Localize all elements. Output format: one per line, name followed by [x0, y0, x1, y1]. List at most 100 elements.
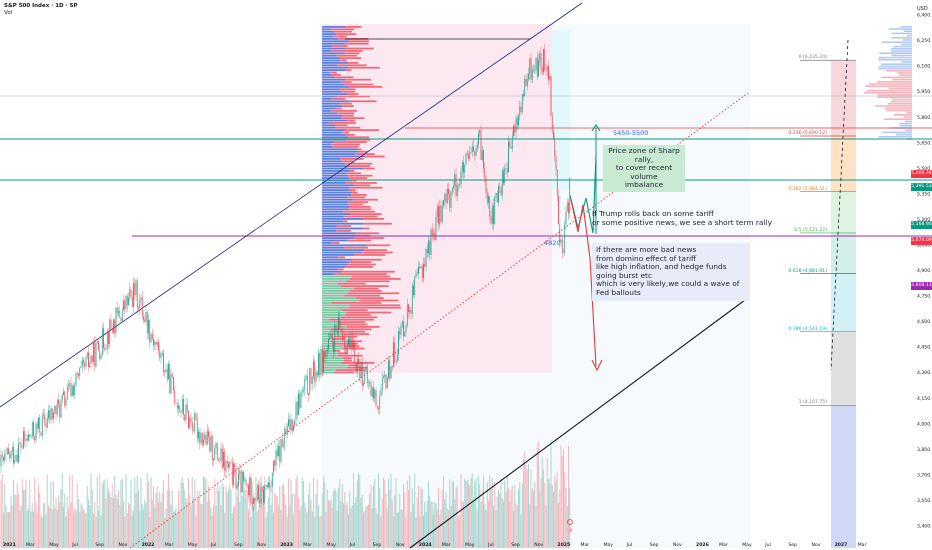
volume-bar: [434, 502, 436, 548]
annotation-rally-zone[interactable]: Price zone of Sharp rally, to cover rece…: [603, 145, 685, 192]
volume-bar: [123, 501, 124, 548]
volume-bar: [458, 517, 459, 548]
candle-body: [418, 266, 419, 274]
volume-bar: [230, 489, 232, 548]
volume-bar: [354, 502, 356, 548]
x-tick-label: Sep: [511, 542, 520, 548]
volume-bar: [338, 488, 339, 548]
volume-bar: [498, 489, 499, 548]
candle-body: [480, 130, 482, 160]
candle-body: [423, 263, 424, 279]
vp-right-bar: [893, 45, 912, 48]
candle-body: [536, 57, 538, 77]
candle-body: [333, 342, 334, 353]
vp-right-bar: [904, 120, 912, 123]
volume-bar: [200, 503, 202, 548]
volume-bar: [140, 477, 142, 548]
vp-bar-down: [348, 136, 370, 139]
candle-body: [165, 369, 167, 373]
volume-bar: [546, 457, 548, 548]
volume-bar: [181, 476, 183, 548]
volume-bar: [263, 485, 264, 548]
volume-bar: [444, 499, 446, 548]
vp-bar-down: [345, 83, 374, 86]
vp-bar-up: [322, 172, 347, 175]
candle-body: [136, 280, 138, 308]
annotation-bad-news[interactable]: If there are more bad news from domino e…: [592, 243, 750, 301]
volume-bar: [199, 491, 201, 548]
candle-body: [288, 419, 289, 427]
volume-bar: [489, 475, 491, 548]
candle-body: [0, 454, 2, 467]
volume-bar: [296, 474, 298, 548]
candle-body: [16, 454, 18, 463]
volume-bar: [456, 485, 458, 548]
vp-bar-down: [342, 90, 355, 93]
candle-body: [520, 106, 522, 113]
candle-body: [33, 421, 34, 436]
vp-right-bar: [890, 48, 912, 50]
volume-bar: [511, 485, 513, 548]
volume-bar: [419, 516, 421, 548]
candle-body: [409, 310, 411, 313]
vp-right-bar: [906, 111, 912, 114]
vp-right-bar: [877, 96, 912, 98]
volume-bar: [139, 510, 141, 548]
candle-body: [329, 337, 331, 340]
volume-bar: [436, 509, 438, 548]
volume-bar: [189, 495, 191, 548]
candle-body: [549, 76, 551, 80]
candle-body: [274, 460, 276, 466]
candle-body: [458, 184, 459, 186]
volume-bar: [159, 491, 161, 548]
volume-bar: [71, 474, 73, 548]
volume-bar: [450, 506, 452, 548]
candle-body: [364, 371, 366, 384]
vp-bar-down: [344, 294, 381, 297]
candle-body: [319, 352, 321, 376]
x-tick-label: Sep: [373, 542, 382, 548]
candle-body: [415, 273, 417, 277]
candle-body: [311, 376, 313, 384]
volume-bar: [88, 499, 89, 548]
vp-bar-up: [322, 57, 341, 59]
channel-upper-line: [0, 2, 583, 408]
volume-bar: [421, 489, 423, 548]
volume-bar: [340, 501, 342, 548]
vp-bar-down: [349, 177, 368, 179]
volume-bar: [333, 490, 334, 548]
volume-bar: [391, 498, 393, 548]
volume-bar: [445, 491, 447, 548]
chart-header: S&P 500 Index · 1D · SP Vol: [4, 3, 78, 17]
vp-bar-up: [322, 78, 346, 81]
volume-bar: [273, 512, 274, 548]
candle-body: [341, 331, 343, 340]
candle-body: [95, 342, 97, 367]
volume-bar: [488, 500, 489, 548]
candle-body: [106, 331, 108, 348]
vp-bar-up: [322, 225, 337, 227]
vp-right-bar: [885, 107, 912, 109]
volume-bar: [240, 480, 242, 548]
volume-bar: [299, 509, 301, 548]
x-tick-label: Sep: [788, 542, 797, 548]
volume-bar: [423, 515, 424, 548]
volume-bar: [13, 479, 14, 548]
level-label-4820: 4820: [544, 239, 561, 247]
candle-body: [301, 390, 303, 393]
vp-bar-up: [322, 117, 342, 119]
candle-body: [485, 177, 487, 193]
candle-body: [530, 58, 532, 80]
rally-arrowhead: [591, 124, 601, 132]
volume-bar: [270, 504, 272, 548]
x-tick-label: Mar: [26, 542, 35, 548]
candle-body: [50, 408, 52, 420]
candle-body: [93, 341, 94, 362]
vp-bar-down: [337, 112, 355, 115]
candle-body: [250, 477, 252, 503]
candle-body: [320, 349, 322, 376]
annotation-trump[interactable]: If Trump rolls back on some tariff or so…: [592, 209, 772, 227]
volume-bar: [516, 505, 518, 548]
candle-body: [283, 446, 284, 448]
